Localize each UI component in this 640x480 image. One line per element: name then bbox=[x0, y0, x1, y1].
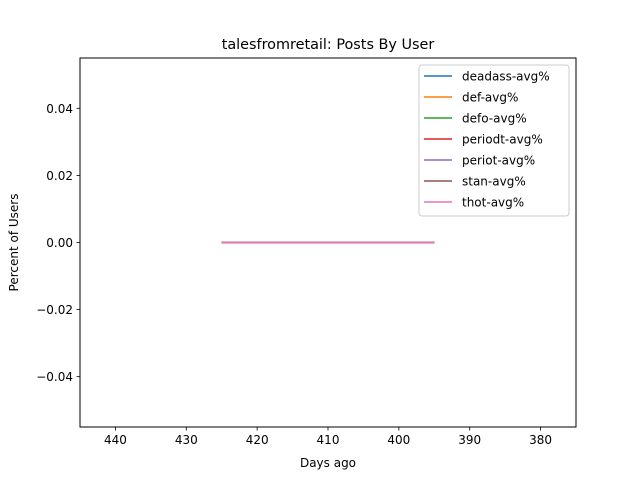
legend-label: periodt-avg% bbox=[462, 133, 543, 147]
legend: deadass-avg% def-avg% defo-avg% periodt-avg… bbox=[418, 64, 570, 217]
y-axis-label: Percent of Users bbox=[7, 194, 21, 292]
y-tick-label: 0.04 bbox=[46, 102, 73, 116]
legend-label: deadass-avg% bbox=[462, 70, 550, 84]
plot-frame bbox=[79, 57, 577, 428]
y-axis: 0.04 0.02 0.00 −0.02 −0.04 bbox=[36, 102, 80, 384]
x-tick-label: 380 bbox=[529, 433, 552, 447]
legend-label: periot-avg% bbox=[462, 154, 535, 168]
x-tick-label: 420 bbox=[246, 433, 269, 447]
x-axis: 440 430 420 410 400 390 380 bbox=[104, 427, 552, 447]
x-tick-label: 410 bbox=[317, 433, 340, 447]
y-tick-label: −0.02 bbox=[36, 303, 73, 317]
y-tick-label: 0.02 bbox=[46, 169, 73, 183]
x-tick-label: 430 bbox=[175, 433, 198, 447]
x-tick-label: 390 bbox=[458, 433, 481, 447]
legend-label: stan-avg% bbox=[462, 175, 526, 189]
legend-label: thot-avg% bbox=[462, 196, 524, 210]
y-tick-label: −0.04 bbox=[36, 370, 73, 384]
y-tick-label: 0.00 bbox=[46, 236, 73, 250]
x-tick-label: 400 bbox=[387, 433, 410, 447]
legend-label: defo-avg% bbox=[462, 112, 527, 126]
legend-box bbox=[418, 64, 570, 217]
x-axis-label: Days ago bbox=[300, 456, 356, 470]
legend-label: def-avg% bbox=[462, 91, 518, 105]
x-tick-label: 440 bbox=[104, 433, 127, 447]
chart-title: talesfromretail: Posts By User bbox=[222, 37, 435, 53]
